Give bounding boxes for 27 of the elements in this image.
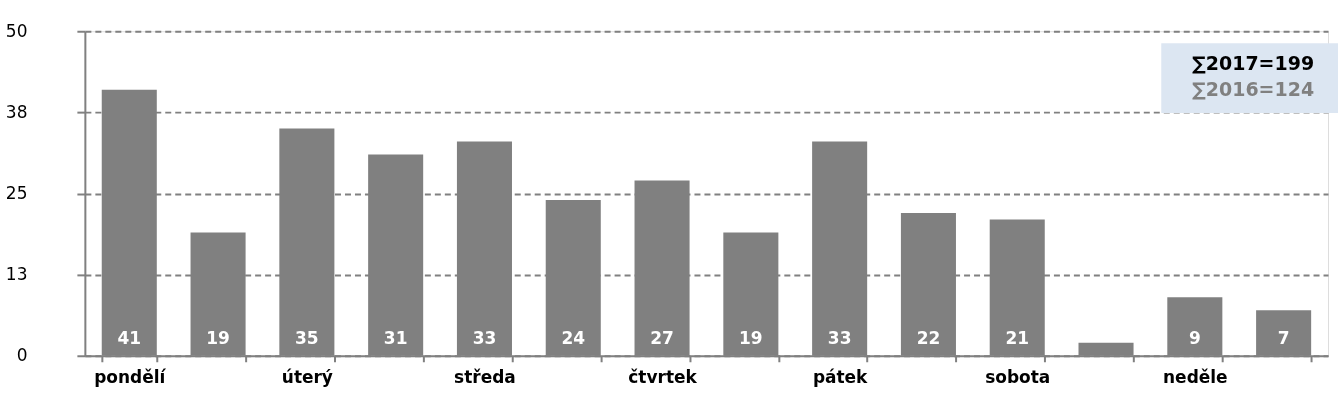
data-label: 19 (206, 327, 230, 348)
data-label: 22 (916, 327, 941, 348)
data-label: 35 (295, 327, 319, 348)
data-label: 7 (1277, 327, 1290, 348)
data-label: 24 (561, 327, 586, 348)
x-tick-label: středa (454, 367, 516, 388)
x-tick-label: pátek (812, 367, 869, 388)
x-tick-label: čtvrtek (628, 367, 698, 388)
data-label: 19 (739, 327, 763, 348)
data-label: 41 (117, 327, 142, 348)
x-tick-label: pondělí (94, 367, 167, 388)
data-label: 33 (827, 327, 852, 348)
x-tick-label: sobota (985, 367, 1051, 388)
y-tick-label: 0 (16, 345, 28, 366)
y-tick-label: 25 (5, 182, 28, 203)
y-tick-label: 13 (5, 264, 28, 285)
data-label: 33 (472, 327, 497, 348)
x-tick-label: úterý (281, 367, 333, 388)
data-label: 21 (1005, 327, 1030, 348)
y-tick-label: 38 (5, 101, 28, 122)
y-tick-label: 50 (5, 20, 28, 41)
data-label: 9 (1188, 327, 1201, 348)
x-tick-label: neděle (1163, 367, 1228, 388)
data-label: 27 (650, 327, 674, 348)
annotation: ∑2017=199 (1192, 52, 1315, 75)
data-label: 31 (383, 327, 408, 348)
annotation: ∑2016=124 (1192, 78, 1315, 101)
